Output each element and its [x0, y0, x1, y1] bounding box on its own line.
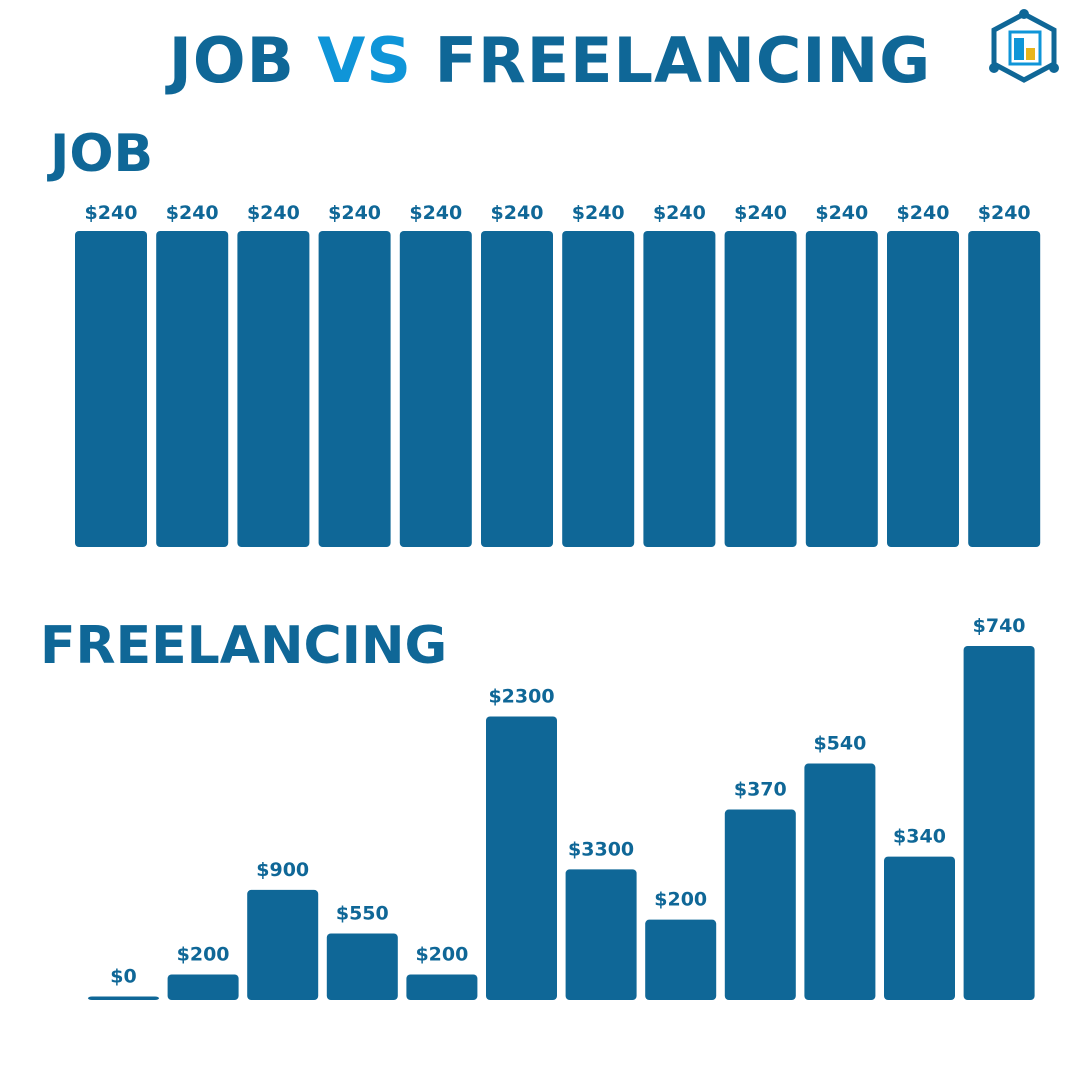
job-bar-6: [481, 231, 553, 547]
freelancing-bar-label-5: $200: [415, 944, 468, 966]
job-bar-2: [156, 231, 229, 547]
job-bar-label-5: $240: [409, 202, 462, 224]
job-bar-10: [805, 231, 878, 547]
freelancing-bar-label-2: $200: [177, 944, 230, 966]
freelancing-bar-7: [565, 869, 637, 1000]
freelancing-bar-11: [884, 856, 955, 1000]
freelancing-bar-5: [406, 974, 478, 1000]
job-bar-label-8: $240: [653, 202, 706, 224]
freelancing-bar-label-3: $900: [256, 859, 309, 881]
job-bar-label-4: $240: [328, 202, 381, 224]
job-bar-1: [75, 231, 147, 547]
job-bar-label-11: $240: [897, 202, 950, 224]
freelancing-bar-label-7: $3300: [568, 838, 634, 860]
freelancing-bar-label-6: $2300: [488, 685, 554, 707]
job-bar-8: [643, 231, 716, 547]
freelancing-bar-12: [963, 646, 1035, 1000]
job-bar-9: [724, 231, 797, 547]
freelancing-bar-6: [486, 716, 557, 1000]
freelancing-bar-8: [645, 919, 717, 1000]
freelancing-bar-label-12: $740: [973, 615, 1026, 637]
title-job: JOB: [168, 24, 295, 97]
freelancing-bar-label-9: $370: [734, 779, 787, 801]
job-bar-label-6: $240: [491, 202, 544, 224]
freelancing-bar-label-10: $540: [813, 733, 866, 755]
freelancing-chart-title: FREELANCING: [40, 616, 448, 676]
freelancing-bar-label-11: $340: [893, 826, 946, 848]
freelancing-bar-label-4: $550: [336, 902, 389, 924]
job-chart-title: JOB: [50, 124, 154, 184]
freelancing-bar-10: [804, 763, 876, 1000]
job-bar-label-7: $240: [572, 202, 625, 224]
title-freelancing: FREELANCING: [434, 24, 932, 97]
main-title: JOB VS FREELANCING: [0, 24, 1080, 98]
freelancing-bar-label-1: $0: [110, 965, 136, 987]
job-bar-label-10: $240: [815, 202, 868, 224]
title-vs: VS: [317, 24, 413, 97]
job-bar-label-3: $240: [247, 202, 300, 224]
freelancing-bar-4: [326, 933, 398, 1000]
freelancing-bar-3: [247, 889, 319, 1000]
job-bar-11: [887, 231, 959, 547]
job-bar-label-1: $240: [85, 202, 138, 224]
freelancing-bar-9: [724, 809, 796, 1000]
job-bar-label-9: $240: [734, 202, 787, 224]
job-bar-label-12: $240: [978, 202, 1031, 224]
job-bar-4: [318, 231, 391, 547]
hexagon-cube-logo-icon: [989, 9, 1059, 83]
job-bar-label-2: $240: [166, 202, 219, 224]
job-bar-3: [237, 231, 310, 547]
freelancing-bar-1: [88, 996, 159, 1000]
job-bar-5: [399, 231, 472, 547]
job-bar-7: [562, 231, 635, 547]
freelancing-bar-2: [167, 974, 239, 1000]
freelancing-bar-label-8: $200: [654, 889, 707, 911]
job-bar-12: [968, 231, 1041, 547]
